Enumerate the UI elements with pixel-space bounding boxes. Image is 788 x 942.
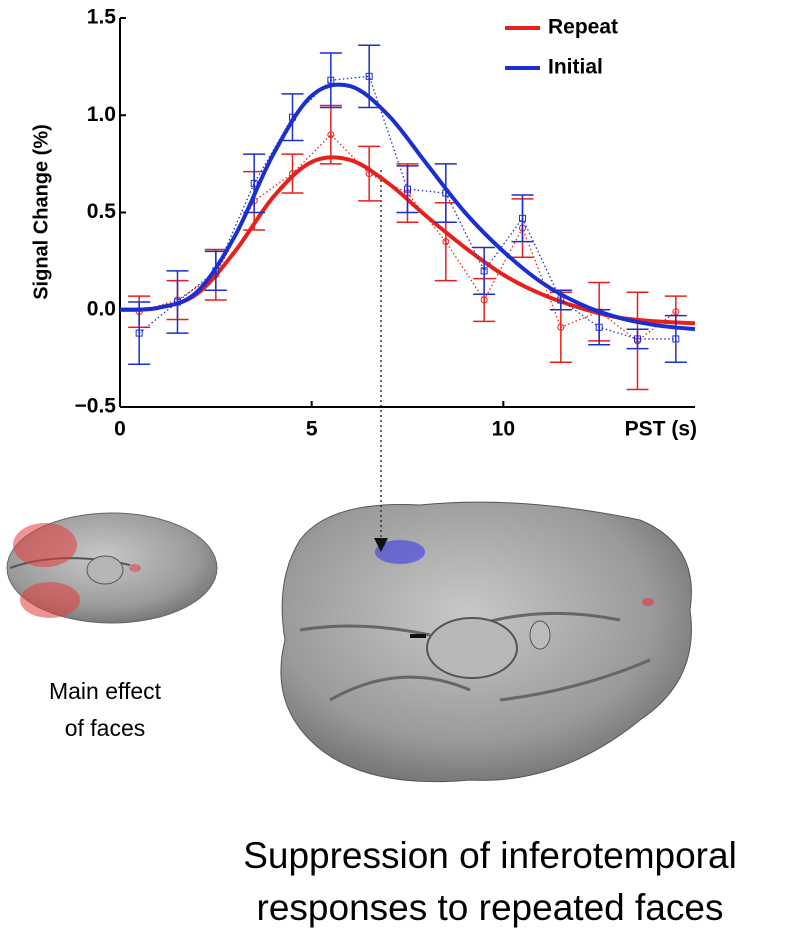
point: [519, 214, 526, 222]
point: [672, 308, 680, 316]
point: [365, 72, 373, 80]
point: [135, 329, 143, 337]
x-axis-label: PST (s): [625, 418, 697, 441]
y-tick-label: −0.5: [75, 395, 117, 418]
point: [442, 238, 450, 246]
legend-label: Initial: [548, 56, 603, 79]
y-axis-label: Signal Change (%): [30, 124, 52, 300]
x-tick-label: 0: [114, 418, 126, 441]
point: [595, 323, 603, 331]
pointer-arrow: [374, 538, 388, 552]
caption: Suppression of inferotemporal: [243, 835, 737, 876]
y-tick-label: 1.0: [87, 103, 116, 126]
point: [327, 76, 335, 84]
point: [327, 131, 335, 139]
point: [634, 335, 641, 343]
large-brain: [280, 501, 692, 783]
left-label: Main effect: [49, 678, 162, 704]
y-tick-label: 0.0: [87, 297, 116, 320]
left-label: of faces: [65, 715, 146, 741]
legend-label: Repeat: [548, 16, 618, 39]
y-tick-label: 0.5: [87, 200, 117, 223]
point: [404, 185, 411, 193]
point: [250, 179, 258, 187]
y-tick-label: 1.5: [87, 6, 117, 29]
caption: responses to repeated faces: [257, 887, 724, 928]
fit-curve: [119, 82, 696, 332]
point: [557, 296, 565, 304]
x-tick-label: 10: [492, 418, 515, 441]
small-brain: [6, 512, 218, 624]
x-tick-label: 5: [306, 418, 318, 441]
point: [480, 296, 488, 304]
point: [557, 323, 565, 331]
point: [672, 335, 680, 343]
point: [480, 267, 488, 275]
